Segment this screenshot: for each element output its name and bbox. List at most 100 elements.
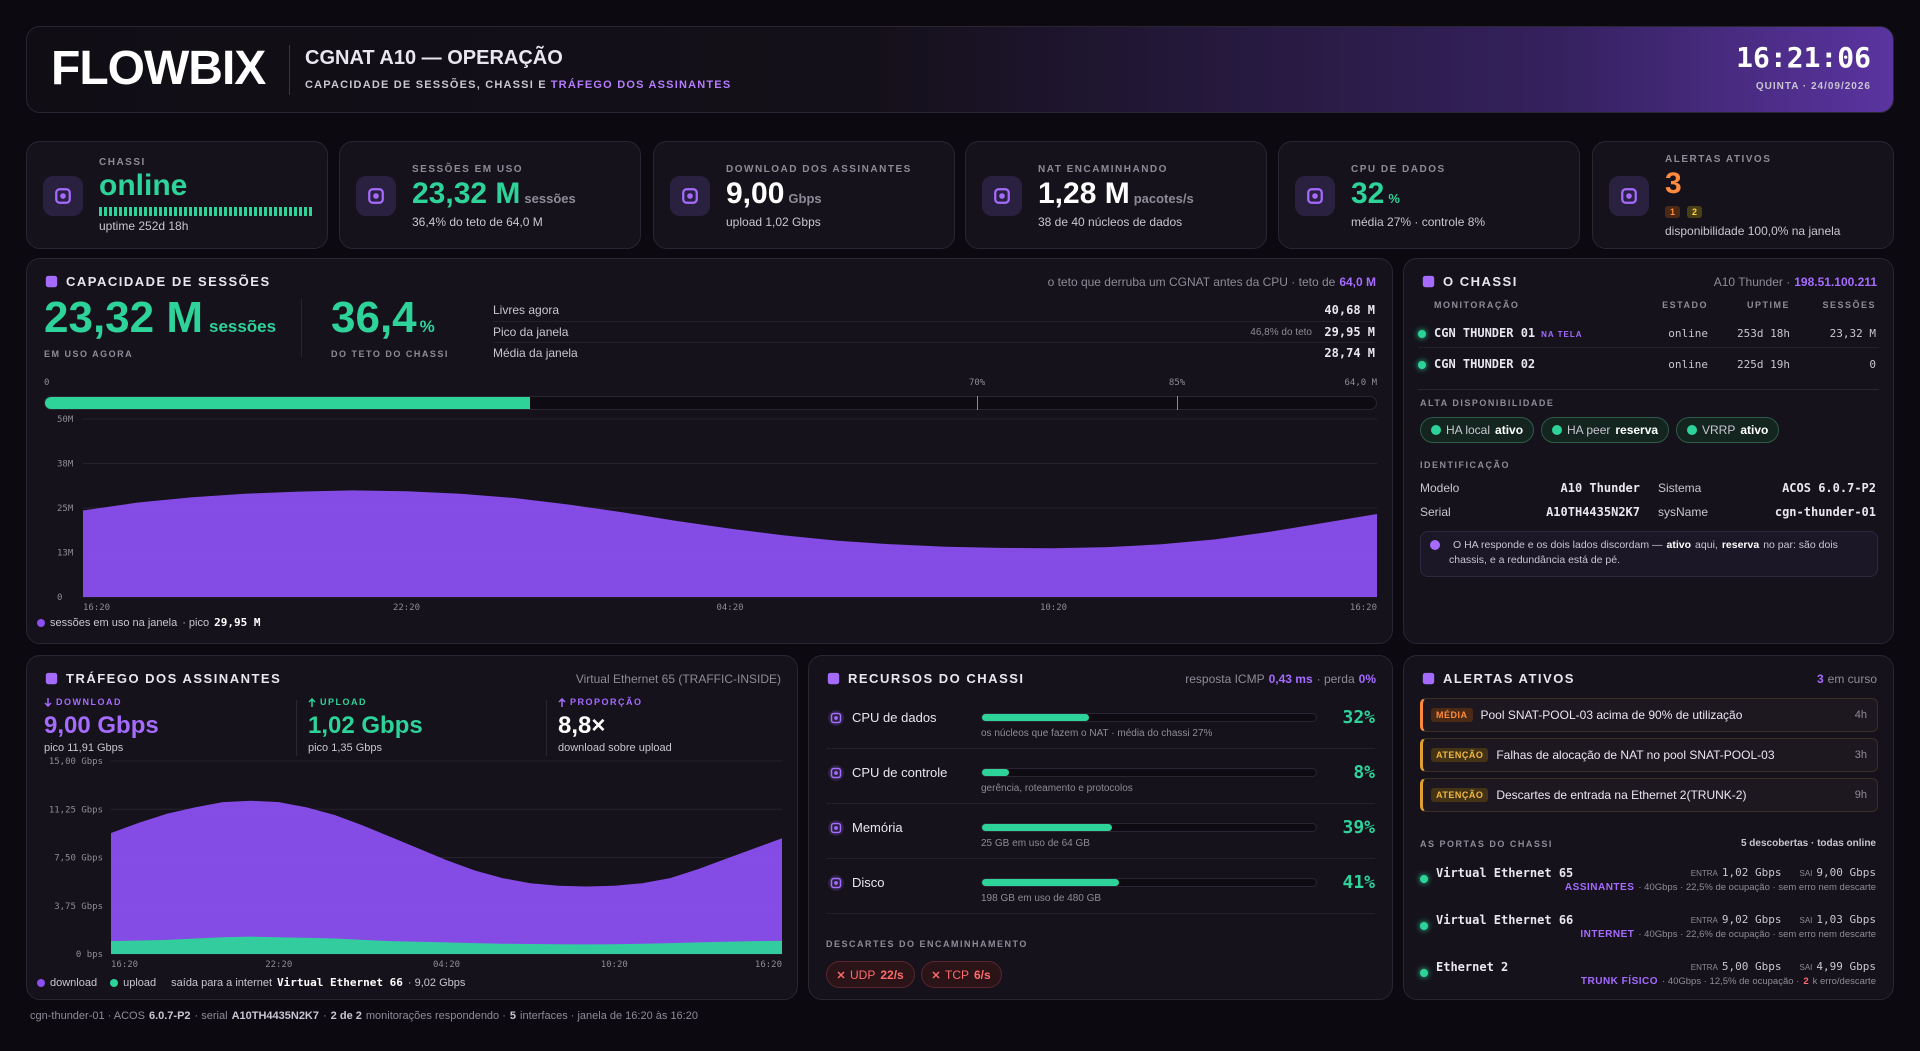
divider (296, 700, 297, 756)
name-text: CGN THUNDER 01 (1434, 326, 1536, 340)
name-text: CGN THUNDER 02 (1434, 357, 1536, 371)
kpi-number: 9,00 (726, 177, 785, 210)
icon-glyph (1307, 188, 1323, 204)
kpi-sub: upload 1,02 Gbps (726, 215, 821, 229)
status-dot (1420, 875, 1428, 883)
text-part: CAPACIDADE DE SESSÕES, CHASSI E (305, 79, 547, 91)
kpi-card: ALERTAS ATIVOS 3 1 2 disponibilidade 100,0% … (1592, 141, 1894, 249)
resource-fill (982, 769, 1009, 776)
resource-note: 25 GB em uso de 64 GB (981, 838, 1090, 849)
area (111, 800, 782, 954)
icon-shape (834, 826, 838, 830)
panel-meta: resposta ICMP 0,43 ms · perda 0% (1181, 672, 1376, 686)
drop-icon (932, 970, 940, 979)
text-part: 64,0 M (1339, 275, 1376, 289)
kpi-sub: uptime 252d 18h (99, 219, 189, 233)
divider (301, 299, 302, 357)
stat-label: DOWNLOAD (56, 697, 122, 707)
resource-pct: 32% (1342, 707, 1375, 728)
panel-title-text: TRÁFEGO DOS ASSINANTES (66, 671, 282, 686)
panel-title-text: RECURSOS DO CHASSI (848, 671, 1025, 686)
ha-label: HA local (1446, 423, 1491, 437)
kpi-number: 3 (1665, 167, 1682, 200)
row-value: 28,74 M (1324, 346, 1375, 360)
ident-value: A10 Thunder (1560, 481, 1640, 495)
table-header: ESTADO (1662, 300, 1708, 310)
pct-label: DO TETO DO CHASSI (331, 349, 449, 359)
title-icon (1422, 275, 1435, 288)
alert-level: MÉDIA (1431, 708, 1473, 722)
status-dot (1418, 330, 1426, 338)
icon (828, 875, 844, 891)
traffic-chart: 0 bps 3,75 Gbps 7,50 Gbps 11,25 Gbps 15,00 G… (49, 757, 782, 970)
icon-glyph (994, 188, 1010, 204)
x-tick-label: 16:20 (111, 960, 138, 970)
info-icon (1430, 540, 1440, 550)
icon-shape (1422, 672, 1435, 685)
kpi-sub: 36,4% do teto de 64,0 M (412, 215, 543, 229)
title-icon (827, 672, 840, 685)
row-sep (826, 913, 1375, 914)
stat-value: 1,02 Gbps (308, 712, 423, 739)
clock: 16:21:06 (1736, 41, 1871, 74)
ha-state: reserva (1615, 423, 1659, 437)
text-part: · 40Gbps · 12,5% de ocupação · (1662, 976, 1800, 987)
panel-title: RECURSOS DO CHASSI (827, 671, 1025, 686)
pct-number: 36,4 (331, 293, 417, 342)
icon-shape (1422, 275, 1435, 288)
resource-fill (982, 824, 1113, 831)
info-note: O HA responde e os dois lados discordam … (1420, 531, 1878, 577)
drop-name: TCP (945, 967, 969, 982)
traffic-panel: TRÁFEGO DOS ASSINANTES Virtual Ethernet 6… (26, 655, 798, 1000)
icon-glyph (682, 188, 698, 204)
x-tick-label: 16:20 (1350, 603, 1377, 613)
stat-sub: pico 1,35 Gbps (308, 742, 382, 754)
stat-icon (44, 698, 52, 707)
text-part: · 40Gbps · 22,6% de ocupação · sem erro … (1638, 929, 1876, 940)
row-value: 40,68 M (1324, 303, 1375, 317)
capacity-fill (45, 397, 531, 409)
icon-shape (1312, 193, 1318, 199)
row-label: Livres agora (493, 303, 560, 317)
text-part: A10TH4435N2K7 (231, 1010, 319, 1022)
drop-chip: TCP 6/s (921, 961, 1002, 988)
panel-title: TRÁFEGO DOS ASSINANTES (45, 671, 281, 686)
icon (828, 710, 844, 726)
io-out: 1,03 Gbps (1816, 913, 1876, 926)
resource-label: CPU de controle (852, 765, 948, 780)
drop-name: UDP (850, 967, 876, 982)
section-title: AS PORTAS DO CHASSI (1420, 839, 1553, 849)
alert-text: Falhas de alocação de NAT no pool SNAT-P… (1496, 748, 1775, 762)
cell-state: online (1668, 358, 1708, 371)
icon (1609, 176, 1649, 216)
table-header: SESSÕES (1822, 300, 1876, 310)
row-sep (493, 342, 1375, 343)
alert-text: Descartes de entrada na Ethernet 2(TRUNK… (1496, 788, 1747, 802)
panel-meta: 3 em curso (1813, 672, 1877, 686)
section-title: IDENTIFICAÇÃO (1420, 460, 1510, 470)
kpi-unit: sessões (524, 191, 576, 206)
y-tick-label: 38M (57, 460, 74, 470)
ha-label: HA peer (1567, 423, 1611, 437)
text-part: 3 (1816, 672, 1824, 686)
legend: sessões em uso na janela · pico 29,95 M (37, 616, 260, 629)
kpi-value: online (99, 169, 187, 203)
text-part: interfaces · janela de 16:20 às 16:20 (520, 1010, 698, 1022)
pct-value: 36,4% (331, 293, 435, 343)
kpi-label: CPU DE DADOS (1351, 164, 1446, 175)
kpi-label: CHASSI (99, 157, 146, 168)
y-tick-label: 15,00 Gbps (49, 757, 103, 767)
legend-value: · 9,02 Gbps (407, 976, 466, 989)
icon-shape (1621, 188, 1637, 204)
area (111, 936, 782, 954)
row-label: Média da janela (493, 346, 578, 360)
icon-shape (308, 698, 316, 707)
alert-level: ATENÇÃO (1431, 788, 1489, 802)
alert-row: ATENÇÃO Descartes de entrada na Ethernet … (1420, 778, 1878, 812)
icon-shape (368, 188, 384, 204)
legend-swatch (110, 978, 119, 987)
y-tick-label: 0 (57, 593, 62, 603)
port-detail: ASSINANTES · 40Gbps · 22,5% de ocupação ·… (1561, 882, 1876, 893)
chassis-panel: O CHASSI A10 Thunder · 198.51.100.211 MONIT… (1403, 258, 1894, 644)
